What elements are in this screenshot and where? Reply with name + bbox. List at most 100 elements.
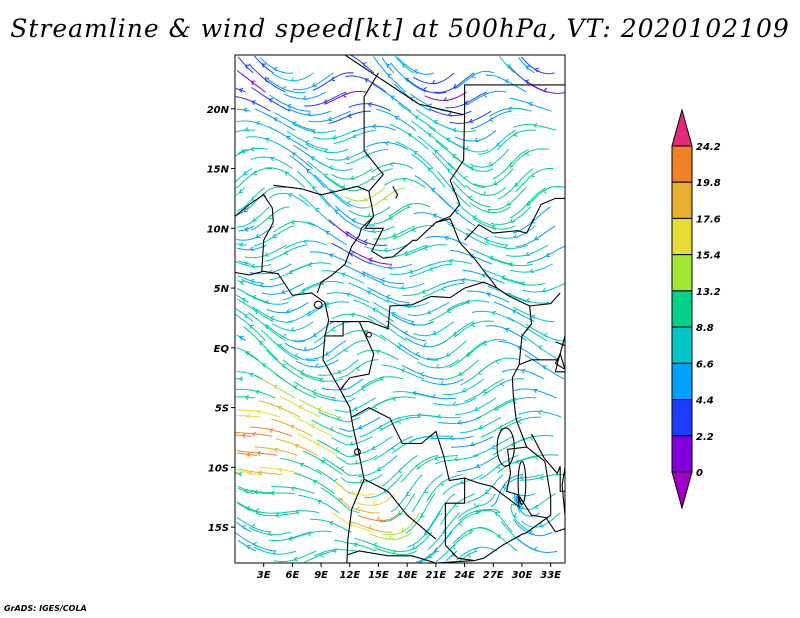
streamline-arrow	[245, 544, 251, 550]
streamline-arrow	[363, 196, 369, 201]
streamline	[331, 512, 372, 533]
streamline	[417, 135, 454, 169]
streamline	[319, 192, 355, 227]
lake-outline	[496, 427, 515, 467]
streamline	[518, 57, 535, 74]
streamline-arrow	[271, 233, 277, 238]
streamline-arrow	[245, 506, 250, 511]
streamline-arrow	[302, 239, 308, 245]
colorbar-segment	[671, 435, 693, 473]
streamline	[272, 220, 315, 233]
streamline-arrow	[473, 406, 479, 412]
streamline-arrow	[245, 351, 251, 356]
streamline	[317, 359, 359, 376]
streamline-arrow	[259, 282, 265, 288]
streamline-arrow	[261, 363, 267, 368]
streamline-arrow	[340, 386, 346, 391]
streamline-arrow	[252, 170, 257, 176]
border-line	[561, 467, 565, 517]
streamline-arrow	[314, 363, 320, 368]
lon-label: 27E	[483, 570, 504, 581]
streamline-arrow	[538, 475, 544, 481]
streamline	[343, 264, 385, 284]
streamline-arrow	[363, 239, 368, 245]
streamline	[307, 221, 348, 246]
lake-outline	[517, 460, 527, 505]
streamline-arrow	[389, 161, 394, 167]
streamline-arrow	[250, 523, 256, 529]
streamline	[520, 512, 561, 528]
colorbar-segment	[671, 290, 693, 328]
streamline	[289, 262, 332, 274]
streamline	[350, 55, 375, 74]
lat-label: 10N	[207, 224, 230, 235]
streamline-arrow	[242, 107, 248, 113]
streamline	[266, 301, 309, 314]
streamline-arrow	[482, 191, 488, 196]
streamline-arrow	[421, 289, 427, 294]
colorbar-segment	[671, 326, 693, 364]
streamline-arrow	[243, 227, 249, 232]
streamline	[525, 323, 565, 342]
streamline-arrow	[481, 273, 487, 279]
lat-label: 5S	[215, 404, 229, 415]
streamline-arrow	[293, 556, 299, 562]
streamline	[253, 55, 274, 74]
streamline-arrow	[525, 251, 530, 257]
streamline-arrow	[428, 266, 434, 272]
streamline	[312, 72, 354, 91]
streamline-arrow	[244, 127, 249, 132]
streamline-arrow	[294, 444, 300, 449]
streamline	[508, 65, 547, 93]
streamline	[283, 91, 327, 100]
streamline	[236, 287, 269, 303]
lat-label: EQ	[214, 344, 230, 355]
streamline-arrow	[452, 331, 458, 336]
streamline-arrow	[241, 298, 247, 303]
streamline-arrow	[482, 92, 488, 98]
streamline	[435, 321, 475, 347]
lon-label: 9E	[314, 570, 328, 581]
border-line	[554, 352, 565, 371]
lon-label: 21E	[425, 570, 446, 581]
streamline	[236, 334, 246, 342]
streamline	[255, 108, 296, 131]
latitude-axis: 20N 15N 10N 5N EQ 5S 10S 15S	[207, 105, 235, 534]
streamline	[489, 257, 533, 267]
streamline-arrow	[350, 490, 356, 495]
streamline-arrow	[525, 200, 531, 206]
colorbar-label: 4.4	[695, 396, 714, 407]
streamline-arrow	[545, 252, 551, 258]
streamline-arrow	[256, 409, 262, 415]
streamline-arrow	[512, 512, 518, 518]
lat-label: 20N	[207, 105, 230, 116]
streamline-arrow	[264, 299, 270, 305]
streamline	[439, 359, 480, 380]
streamline-arrow	[252, 541, 258, 547]
streamline-arrow	[390, 95, 395, 100]
streamline-arrow	[316, 407, 322, 413]
streamline-arrow	[312, 479, 318, 485]
streamline	[466, 474, 504, 504]
streamline	[292, 72, 334, 91]
streamline-arrow	[264, 137, 270, 143]
streamline	[244, 351, 284, 380]
streamline-arrow	[329, 190, 335, 195]
streamline	[235, 431, 273, 437]
streamline-arrow	[240, 148, 246, 154]
border-line	[444, 478, 475, 562]
streamline	[358, 455, 398, 478]
streamline	[372, 83, 412, 112]
streamline	[244, 244, 287, 259]
streamline-arrow	[312, 332, 318, 337]
streamline-arrow	[341, 184, 347, 190]
streamline-arrow	[498, 424, 504, 430]
streamline	[513, 388, 557, 399]
streamline	[331, 435, 373, 446]
streamline	[331, 313, 374, 323]
streamline-arrow	[387, 215, 393, 220]
streamline-arrow	[339, 466, 345, 471]
streamline	[456, 201, 496, 227]
streamline-arrow	[494, 511, 500, 517]
streamline	[505, 244, 549, 257]
